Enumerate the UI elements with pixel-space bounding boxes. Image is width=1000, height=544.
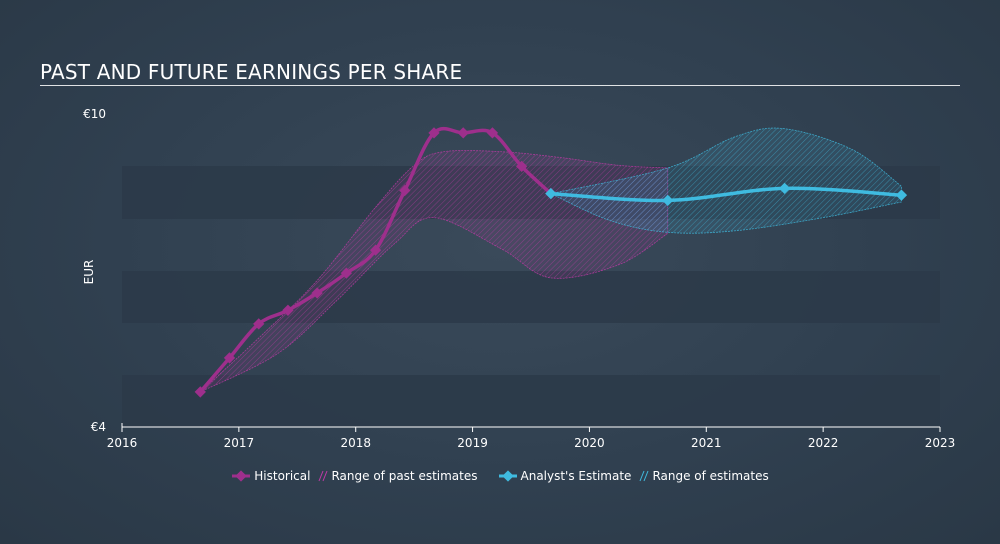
historical-marker-icon: [232, 470, 251, 482]
grid-band: [122, 375, 940, 427]
historical-point: [428, 127, 440, 139]
x-tick-label: 2018: [340, 436, 371, 450]
x-tick-label: 2019: [457, 436, 488, 450]
y-axis-label: EUR: [82, 260, 96, 285]
historical-point: [194, 386, 206, 398]
chart-title: PAST AND FUTURE EARNINGS PER SHARE: [40, 60, 463, 84]
past-range-hatch-icon: [319, 470, 328, 482]
historical-point: [399, 184, 411, 197]
estimate-line: [550, 186, 902, 203]
estimate-point: [662, 194, 674, 207]
estimate-range-hatch-icon: [639, 470, 649, 482]
x-tick-label: 2016: [107, 436, 138, 450]
historical-point: [311, 287, 323, 299]
historical-point: [515, 160, 528, 173]
legend-past-range-label: Range of past estimates: [331, 469, 478, 483]
historical-point: [486, 127, 499, 139]
grid-band: [122, 271, 940, 323]
legend-historical[interactable]: Historical: [231, 469, 310, 483]
historical-point: [223, 352, 236, 364]
title-divider: [40, 85, 960, 86]
x-tick-label: 2017: [224, 436, 255, 450]
x-tick-label: 2022: [808, 436, 839, 450]
y-tick-label: €4: [91, 420, 106, 434]
historical-point: [340, 267, 353, 279]
legend-estimate-range[interactable]: Range of estimates: [639, 469, 769, 483]
legend-past-range[interactable]: Range of past estimates: [318, 469, 478, 483]
legend-estimate[interactable]: Analyst's Estimate: [498, 469, 632, 483]
estimate-marker-icon: [498, 470, 517, 482]
legend-estimate-range-label: Range of estimates: [652, 469, 769, 483]
past-estimates-range: [200, 150, 669, 393]
y-tick-label: €10: [83, 107, 106, 121]
estimate-point: [778, 182, 791, 195]
historical-point: [369, 244, 382, 256]
x-tick-label: 2020: [574, 436, 605, 450]
legend-historical-label: Historical: [254, 469, 311, 483]
estimate-point: [545, 187, 557, 200]
x-tick-label: 2021: [691, 436, 722, 450]
historical-point: [457, 127, 469, 139]
estimate-point: [895, 189, 908, 201]
legend-estimate-label: Analyst's Estimate: [520, 469, 632, 483]
historical-point: [282, 304, 294, 316]
chart-legend: Historical Range of past estimates Analy…: [0, 469, 1000, 483]
x-tick-label: 2023: [925, 436, 956, 450]
